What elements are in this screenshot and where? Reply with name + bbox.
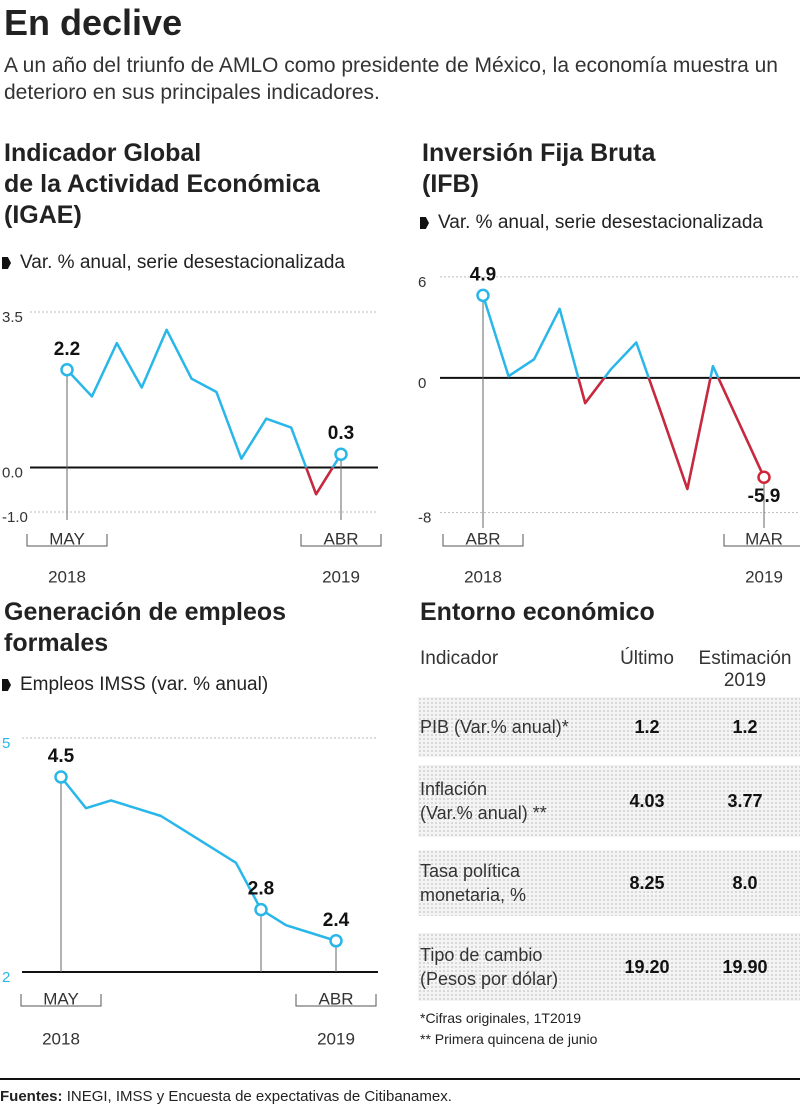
table-header: Indicador (420, 648, 498, 670)
y-tick-label: 3.5 (2, 309, 23, 326)
row-value: 1.2 (732, 717, 758, 737)
year-label: 2018 (48, 567, 86, 586)
row-label: Tasa política monetaria, % (420, 850, 526, 916)
data-line (66, 328, 343, 496)
row-value: 19.90 (722, 957, 768, 977)
y-tick-label: 2 (2, 969, 10, 986)
year-label: 2019 (745, 567, 783, 586)
table-header: Último (602, 648, 692, 670)
value-label: 0.3 (328, 423, 354, 444)
label-line: (Pesos por dólar) (420, 969, 559, 989)
x-bracket (300, 534, 382, 547)
row-value: 8.25 (629, 873, 665, 893)
point-marker (254, 902, 268, 917)
negative-line (304, 467, 335, 496)
header-line: Estimación (698, 648, 792, 669)
x-tick-label: MAR (745, 529, 783, 548)
table-note: ** Primera quincena de junio (420, 1031, 598, 1047)
point-marker (60, 363, 74, 377)
value-label: 2.2 (54, 339, 80, 360)
x-tick-label: ABR (324, 529, 359, 548)
x-tick-label: MAY (43, 989, 79, 1008)
row-label: Inflación (Var.% anual) ** (420, 765, 547, 837)
y-tick-label: 5 (2, 735, 10, 752)
row-value: 19.20 (624, 957, 670, 977)
chart-unit: Empleos IMSS (var. % anual) (2, 674, 268, 696)
page-title: En declive (4, 2, 183, 43)
footer: Fuentes: INEGI, IMSS y Encuesta de expec… (0, 1088, 452, 1105)
label-line: monetaria, % (420, 885, 527, 905)
chart-unit: Var. % anual, serie desestacionalizada (420, 212, 763, 234)
row-value: 8.0 (732, 873, 758, 893)
x-bracket (723, 534, 800, 547)
row-value: 3.77 (727, 791, 763, 811)
point-marker (329, 934, 343, 948)
row-label: PIB (Var.% anual)* (420, 697, 569, 757)
footer-rule (0, 1078, 800, 1080)
title-line: Generación de empleos (4, 598, 287, 626)
x-bracket (442, 534, 524, 547)
title-line: de la Actividad Económica (4, 170, 320, 198)
y-tick-label: 0 (418, 375, 426, 392)
negative-line (577, 377, 766, 491)
header-line: 2019 (723, 670, 767, 691)
year-label: 2018 (464, 567, 502, 586)
value-label: -5.9 (748, 486, 781, 507)
header-line: Último (620, 648, 674, 669)
point-marker (334, 447, 348, 461)
row-value: 1.2 (634, 717, 660, 737)
table-header: Estimación 2019 (690, 648, 800, 692)
row-background (418, 765, 800, 837)
x-tick-label: MAY (49, 529, 85, 548)
y-tick-label: 0.0 (2, 465, 23, 482)
title-line: (IFB) (422, 170, 479, 198)
title-line: Inversión Fija Bruta (422, 139, 656, 167)
chart-title: Generación de empleos formales (4, 597, 286, 659)
header-line: Indicador (420, 648, 499, 669)
footer-label: Fuentes: (0, 1088, 63, 1105)
row-background (418, 933, 800, 1001)
footer-text: INEGI, IMSS y Encuesta de expectativas d… (66, 1088, 452, 1105)
data-line (481, 294, 766, 491)
label-line: (Var.% anual) ** (420, 803, 547, 823)
row-background (418, 850, 800, 916)
data-line (60, 776, 337, 942)
value-label: 4.5 (48, 746, 75, 767)
y-tick-label: -8 (418, 510, 431, 527)
value-label: 2.4 (323, 910, 350, 931)
y-tick-label: 6 (418, 274, 426, 291)
label-line: Inflación (420, 779, 488, 799)
point-marker (476, 288, 490, 303)
chart-title: Indicador Global de la Actividad Económi… (4, 138, 320, 231)
page-subtitle: A un año del triunfo de AMLO como presid… (4, 54, 778, 104)
title-line: formales (4, 629, 109, 657)
row-label: Tipo de cambio (Pesos por dólar) (420, 933, 558, 1001)
x-tick-label: ABR (319, 989, 354, 1008)
label-line: Tasa política (420, 861, 521, 881)
title-line: Indicador Global (4, 139, 202, 167)
year-label: 2019 (322, 567, 360, 586)
x-bracket (20, 994, 102, 1007)
row-background (418, 697, 800, 757)
point-marker (54, 770, 68, 784)
x-bracket (26, 534, 108, 547)
year-label: 2019 (317, 1029, 355, 1048)
chart-title: Inversión Fija Bruta (IFB) (422, 138, 655, 200)
point-marker (757, 470, 771, 484)
label-line: PIB (Var.% anual)* (420, 717, 569, 737)
table-note: *Cifras originales, 1T2019 (420, 1010, 582, 1026)
value-label: 2.8 (248, 879, 274, 900)
value-label: 4.9 (470, 264, 496, 285)
title-line: (IGAE) (4, 201, 82, 229)
chart-unit: Var. % anual, serie desestacionalizada (2, 252, 345, 274)
label-line: Tipo de cambio (420, 945, 543, 965)
x-bracket (295, 994, 377, 1007)
row-value: 4.03 (629, 791, 665, 811)
year-label: 2018 (42, 1029, 80, 1048)
table-title: Entorno económico (420, 598, 655, 626)
y-tick-label: -1.0 (2, 509, 28, 526)
x-tick-label: ABR (466, 529, 501, 548)
